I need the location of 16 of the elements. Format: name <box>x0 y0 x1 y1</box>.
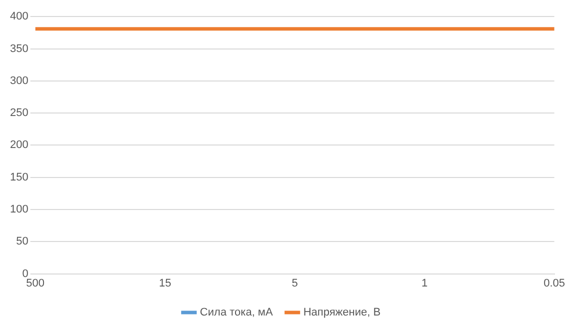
x-tick-label: 500 <box>26 277 45 290</box>
x-tick-label: 1 <box>421 277 428 290</box>
y-tick-label: 100 <box>10 204 28 216</box>
x-tick-label: 0.05 <box>544 277 566 290</box>
x-tick-label: 5 <box>292 277 298 290</box>
legend-label: Сила тока, мА <box>200 306 274 319</box>
x-tick-label: 15 <box>158 277 172 290</box>
y-tick-label: 250 <box>10 107 28 120</box>
y-tick-label: 200 <box>10 139 28 152</box>
y-tick-label: 300 <box>10 74 28 87</box>
legend-label: Напряжение, В <box>303 306 381 319</box>
y-tick-label: 350 <box>10 42 28 55</box>
y-tick-label: 400 <box>10 10 28 23</box>
y-tick-label: 150 <box>10 171 28 184</box>
y-tick-label: 50 <box>16 236 28 248</box>
y-tick-label: 0 <box>22 268 28 280</box>
